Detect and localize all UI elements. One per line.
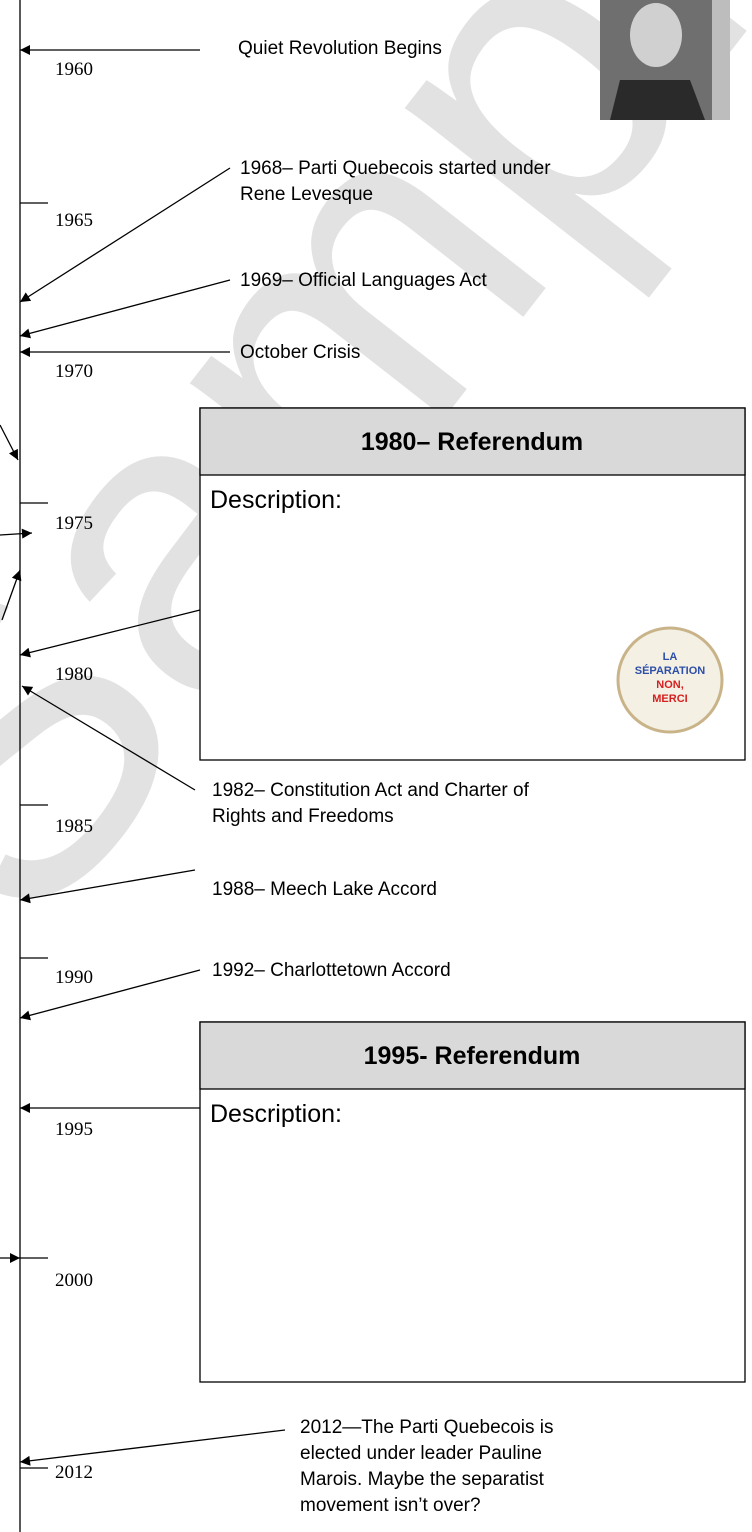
- arrow: [19, 869, 196, 904]
- arrow: [19, 167, 231, 303]
- year-label: 1995: [55, 1119, 93, 1140]
- button-text: LA: [663, 651, 678, 663]
- arrow: [19, 1429, 286, 1466]
- event-text: Quiet Revolution Begins: [238, 38, 442, 59]
- year-label: 1970: [55, 361, 93, 382]
- box-body: Description:: [210, 1100, 342, 1128]
- event-text: 1988– Meech Lake Accord: [212, 879, 437, 900]
- event-text: October Crisis: [240, 342, 360, 363]
- event-text: Rene Levesque: [240, 184, 373, 205]
- box-header: [199, 407, 746, 476]
- arrow: [0, 424, 19, 461]
- event-text: Rights and Freedoms: [212, 806, 394, 827]
- year-label: 2000: [55, 1270, 93, 1291]
- year-label: 1990: [55, 967, 93, 988]
- content: 1960 1965 1970 1975 1980 1985 1990 1995 2000 2012…: [0, 38, 746, 1516]
- year-label: 1980: [55, 664, 93, 685]
- box-title: 1980– Referendum: [361, 428, 583, 456]
- button-badge: [616, 626, 724, 734]
- event-text: 2012—The Parti Quebecois is: [300, 1417, 553, 1438]
- event-text: 1982– Constitution Act and Charter of: [212, 780, 530, 801]
- arrow: [19, 969, 201, 1021]
- year-label: 1985: [55, 816, 93, 837]
- event-text: 1968– Parti Quebecois started under: [240, 158, 551, 179]
- box-title: 1995- Referendum: [364, 1042, 581, 1070]
- event-text: 1969– Official Languages Act: [240, 270, 488, 291]
- year-label: 2012: [55, 1462, 93, 1483]
- event-text: movement isn’t over?: [300, 1495, 481, 1516]
- event-text: elected under leader Pauline: [300, 1443, 542, 1464]
- year-label: 1960: [55, 59, 93, 80]
- photo-suit: [610, 80, 705, 120]
- arrow: [0, 528, 33, 539]
- photo-face: [630, 3, 682, 67]
- event-text: Marois. Maybe the separatist: [300, 1469, 545, 1490]
- arrow: [1, 569, 22, 621]
- button-text: SÉPARATION: [635, 664, 706, 677]
- arrow: [19, 279, 231, 339]
- arrow: [21, 685, 196, 791]
- box-header: [199, 1021, 746, 1090]
- year-label: 1965: [55, 210, 93, 231]
- arrow: [19, 609, 201, 658]
- button-text: NON,: [656, 679, 684, 691]
- event-text: 1992– Charlottetown Accord: [212, 960, 451, 981]
- year-label: 1975: [55, 513, 93, 534]
- box-body: Description:: [210, 486, 342, 514]
- button-text: MERCI: [652, 693, 687, 705]
